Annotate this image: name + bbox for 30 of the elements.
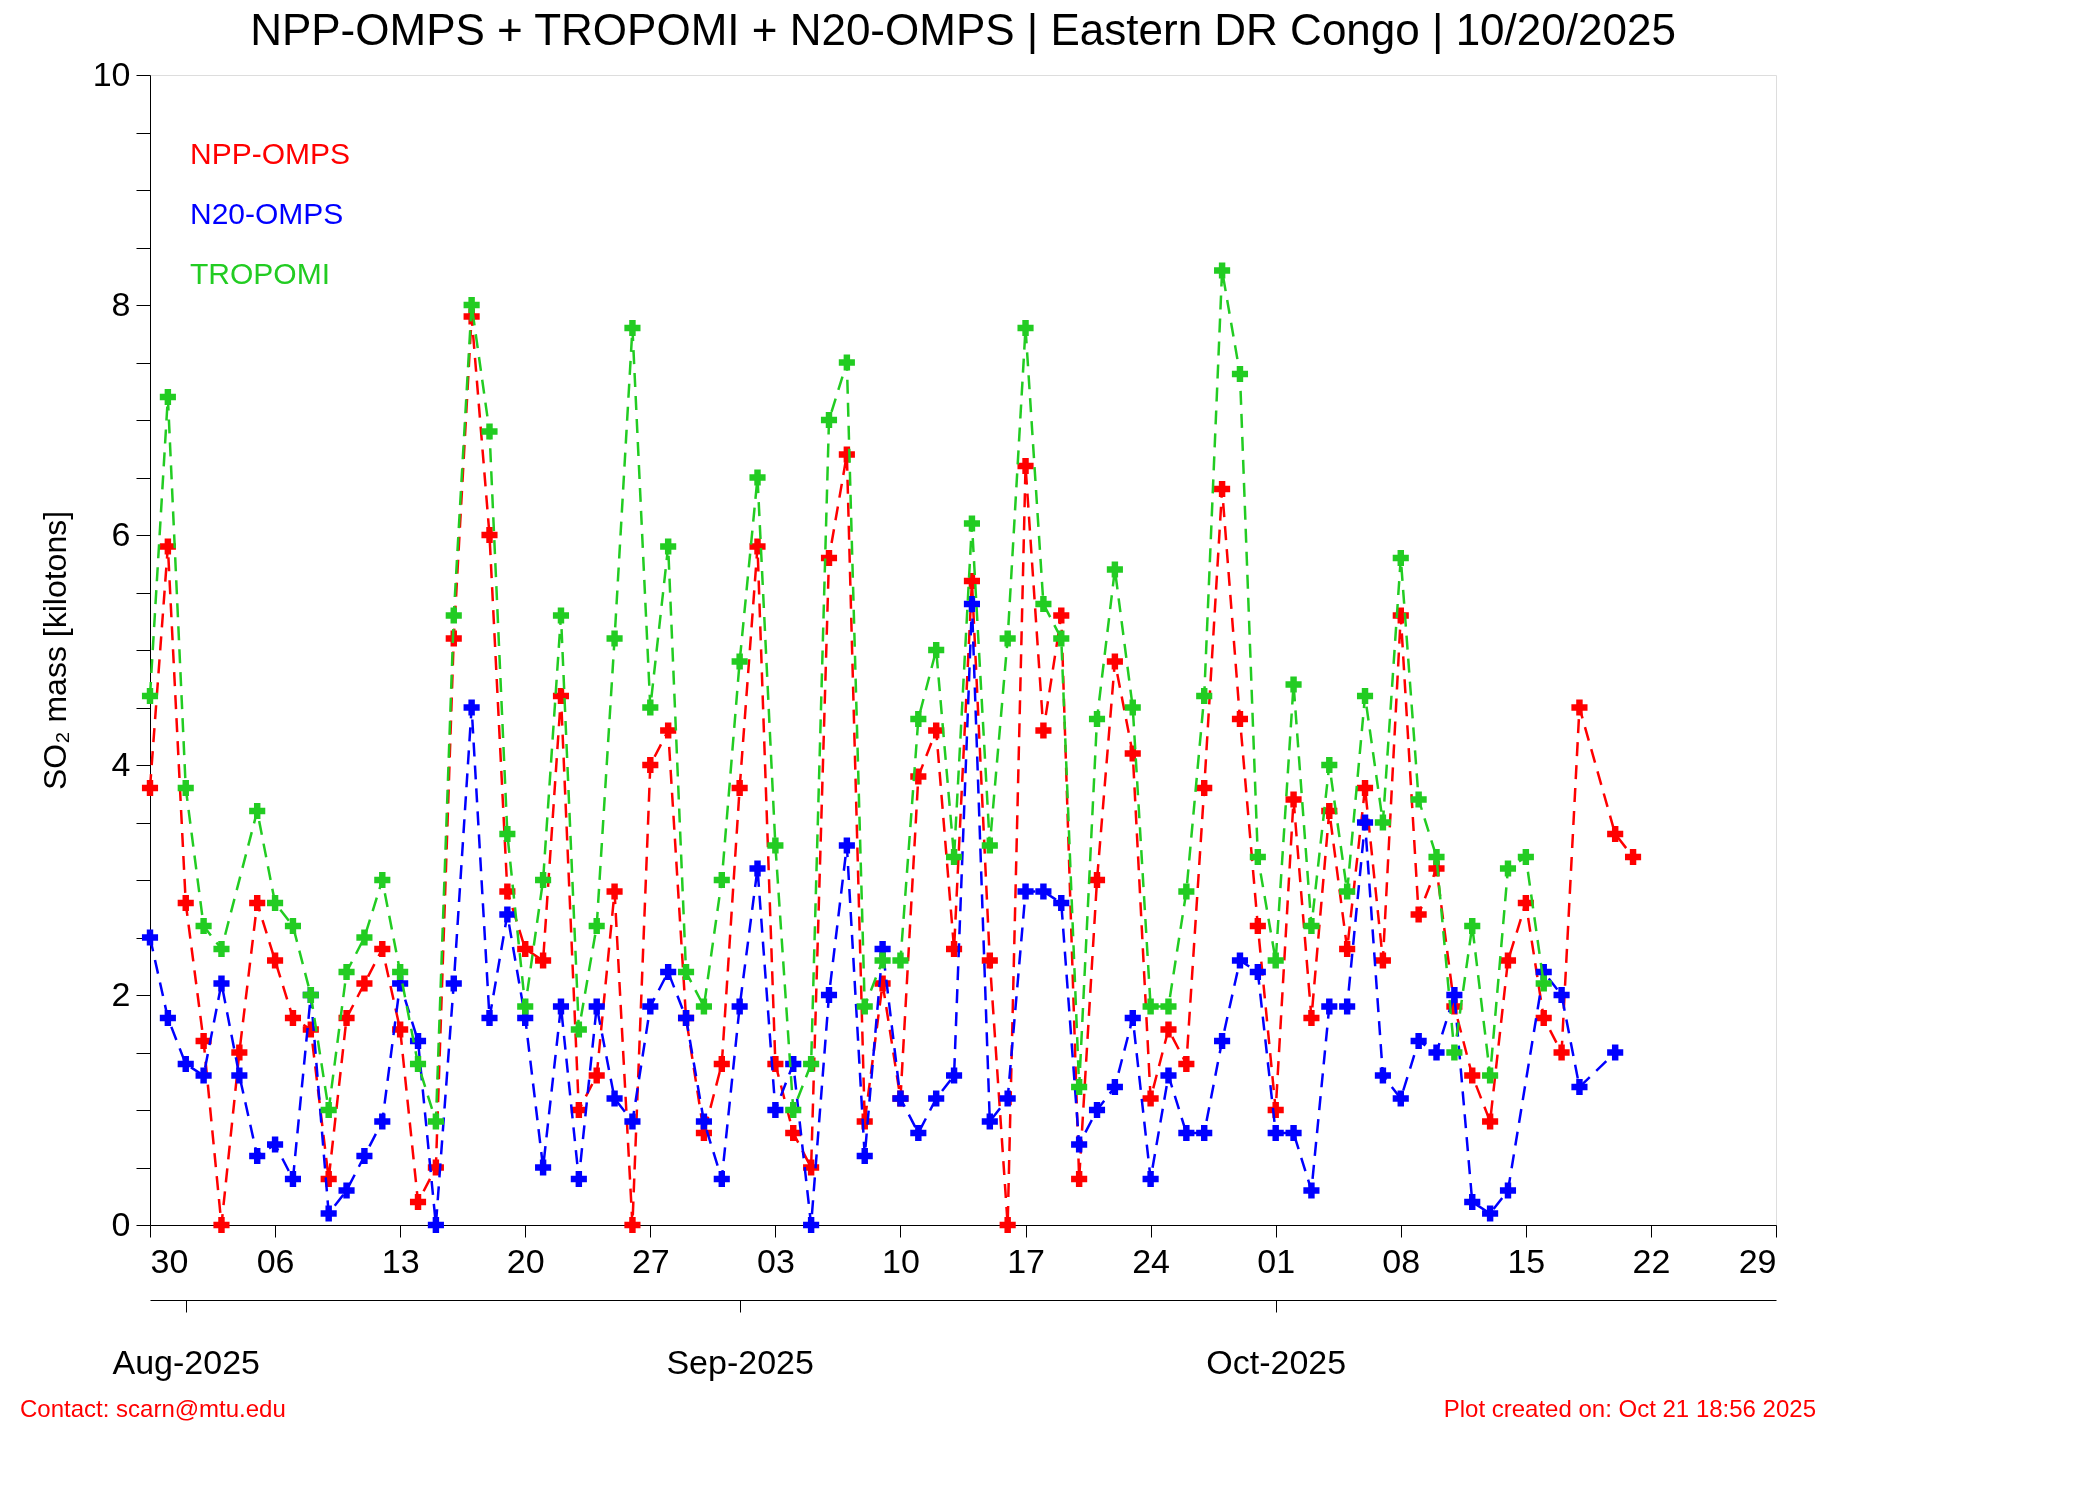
x-tick-label: 22: [1632, 1241, 1671, 1280]
x-tick-label: 13: [381, 1241, 420, 1280]
x-tick-label: 27: [631, 1241, 670, 1280]
x2-tick-label: Sep-2025: [666, 1342, 814, 1381]
y-tick-label: 0: [111, 1204, 131, 1243]
x-tick-label: 10: [882, 1241, 920, 1280]
x-tick-label: 01: [1257, 1241, 1296, 1280]
x2-tick-label: Aug-2025: [112, 1342, 260, 1381]
y-tick-label: 2: [111, 974, 131, 1013]
y-tick-label: 8: [111, 284, 131, 323]
x-tick-label: 24: [1132, 1241, 1171, 1280]
x-tick-label: 03: [756, 1241, 795, 1280]
y-tick-label: 10: [92, 54, 131, 93]
text: Contact: scarn@mtu.edu: [20, 1395, 286, 1422]
x-tick-label: 06: [256, 1241, 295, 1280]
x-tick-label: 08: [1382, 1241, 1421, 1280]
y-axis-title: SO₂ mass [kilotons]: [36, 510, 73, 791]
text: TROPOMI: [190, 257, 330, 290]
x-tick-label: 20: [506, 1241, 545, 1280]
y-tick-label: 6: [111, 514, 131, 553]
chart-title: NPP-OMPS + TROPOMI + N20-OMPS | Eastern DR Congo | 10/20/2025: [250, 5, 1676, 54]
y-tick-label: 4: [111, 744, 131, 783]
x-tick-label: 29: [1738, 1241, 1777, 1280]
text: Plot created on: Oct 21 18:56 2025: [1443, 1395, 1816, 1422]
text: N20-OMPS: [190, 197, 344, 230]
x-tick-label: 30: [150, 1241, 189, 1280]
x-tick-label: 17: [1007, 1241, 1045, 1280]
x-tick-label: 15: [1507, 1241, 1546, 1280]
x2-tick-label: Oct-2025: [1206, 1342, 1347, 1381]
text: NPP-OMPS: [190, 137, 351, 170]
